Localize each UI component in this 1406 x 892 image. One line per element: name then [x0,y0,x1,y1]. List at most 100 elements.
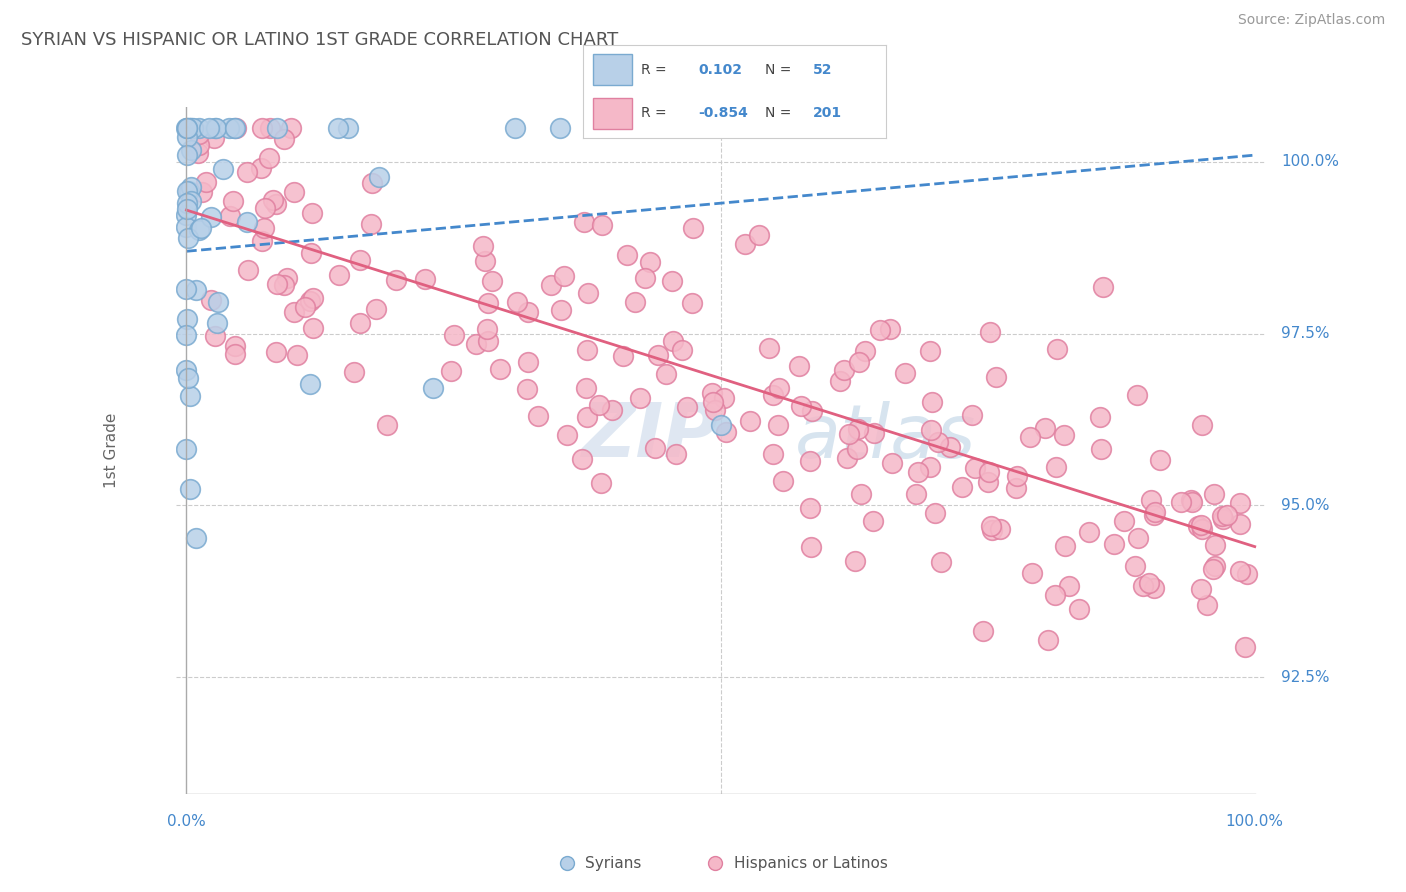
Point [681,295,703,310]
Point [671,343,693,357]
Point [1132,579,1154,593]
Point [1204,538,1226,552]
Point [176,363,198,377]
Text: ZIP: ZIP [582,401,718,474]
Point [1054,539,1077,553]
Text: 100.0%: 100.0% [1226,814,1284,830]
Point [979,325,1001,339]
Point [762,387,785,401]
Point [853,344,876,359]
Point [301,206,323,220]
Point [1229,564,1251,578]
Point [1211,509,1233,524]
Point [703,403,725,417]
Point [834,363,856,377]
Point [772,474,794,488]
Point [845,442,868,457]
Point [259,151,281,165]
Text: 100.0%: 100.0% [1281,154,1340,169]
Bar [592,54,631,85]
Point [474,254,496,268]
Point [413,272,436,286]
Text: 0.0%: 0.0% [167,814,205,830]
Point [644,442,666,456]
Point [702,395,724,409]
Point [924,506,946,520]
Point [266,197,288,211]
Point [869,322,891,336]
Point [219,209,242,223]
Point [179,120,201,135]
Point [1204,559,1226,574]
Point [762,447,785,461]
Point [250,120,273,135]
Point [200,293,222,308]
Point [225,120,247,135]
Point [927,435,949,450]
Bar [592,98,631,129]
Point [176,208,198,222]
Point [734,236,756,251]
Point [176,148,198,162]
Point [907,465,929,479]
Point [294,300,316,314]
Point [1005,482,1028,496]
Point [207,295,229,310]
Point [176,120,198,135]
Point [176,219,198,234]
Point [710,418,733,433]
Point [984,370,1007,384]
Point [591,218,613,232]
Point [176,129,198,144]
Point [222,120,245,135]
Point [1043,588,1066,602]
Point [828,374,851,388]
Text: 52: 52 [813,63,832,77]
Point [273,278,295,293]
Text: 92.5%: 92.5% [1281,670,1330,685]
Point [349,316,371,330]
Point [422,381,444,395]
Point [1191,418,1213,433]
Point [921,394,943,409]
Point [176,327,198,342]
Point [440,364,463,378]
Point [526,409,548,423]
Point [299,293,322,308]
Point [516,305,538,319]
Point [851,487,873,501]
Point [481,274,503,288]
Point [301,246,323,260]
Point [1212,512,1234,526]
Point [844,554,866,568]
Point [612,349,634,363]
Point [894,366,917,380]
Point [337,120,360,135]
Text: R =: R = [641,63,666,77]
Point [801,404,824,418]
Point [179,120,201,135]
Point [977,475,1000,489]
Point [848,355,870,369]
Point [616,248,638,262]
Point [1090,442,1112,456]
Point [846,422,869,436]
Point [477,295,499,310]
Point [177,371,200,385]
Point [905,487,928,501]
Point [1123,558,1146,573]
Point [517,355,540,369]
Point [176,281,198,295]
Point [654,367,676,381]
Point [1189,582,1212,596]
Point [1137,575,1160,590]
Point [918,459,941,474]
Point [176,312,198,326]
Point [700,385,723,400]
Point [464,337,486,351]
Point [713,391,735,405]
Point [187,137,209,152]
Point [254,201,277,215]
Point [276,271,298,285]
Point [266,120,288,135]
